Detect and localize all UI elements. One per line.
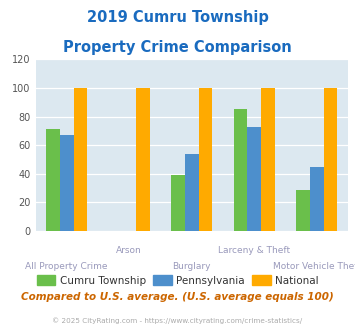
Bar	[185, 154, 198, 231]
Text: All Property Crime: All Property Crime	[26, 262, 108, 271]
Text: Larceny & Theft: Larceny & Theft	[218, 247, 290, 255]
Text: Compared to U.S. average. (U.S. average equals 100): Compared to U.S. average. (U.S. average …	[21, 292, 334, 302]
Bar	[171, 175, 185, 231]
Text: Burglary: Burglary	[173, 262, 211, 271]
Bar	[46, 129, 60, 231]
Bar	[136, 88, 150, 231]
Bar	[198, 88, 212, 231]
Bar	[296, 189, 310, 231]
Bar	[310, 167, 323, 231]
Legend: Cumru Township, Pennsylvania, National: Cumru Township, Pennsylvania, National	[32, 271, 323, 290]
Bar	[60, 135, 73, 231]
Bar	[234, 110, 247, 231]
Text: Property Crime Comparison: Property Crime Comparison	[63, 40, 292, 54]
Bar	[323, 88, 337, 231]
Text: © 2025 CityRating.com - https://www.cityrating.com/crime-statistics/: © 2025 CityRating.com - https://www.city…	[53, 317, 302, 324]
Bar	[247, 127, 261, 231]
Text: Motor Vehicle Theft: Motor Vehicle Theft	[273, 262, 355, 271]
Text: 2019 Cumru Township: 2019 Cumru Township	[87, 10, 268, 25]
Bar	[261, 88, 275, 231]
Bar	[73, 88, 87, 231]
Text: Arson: Arson	[116, 247, 142, 255]
